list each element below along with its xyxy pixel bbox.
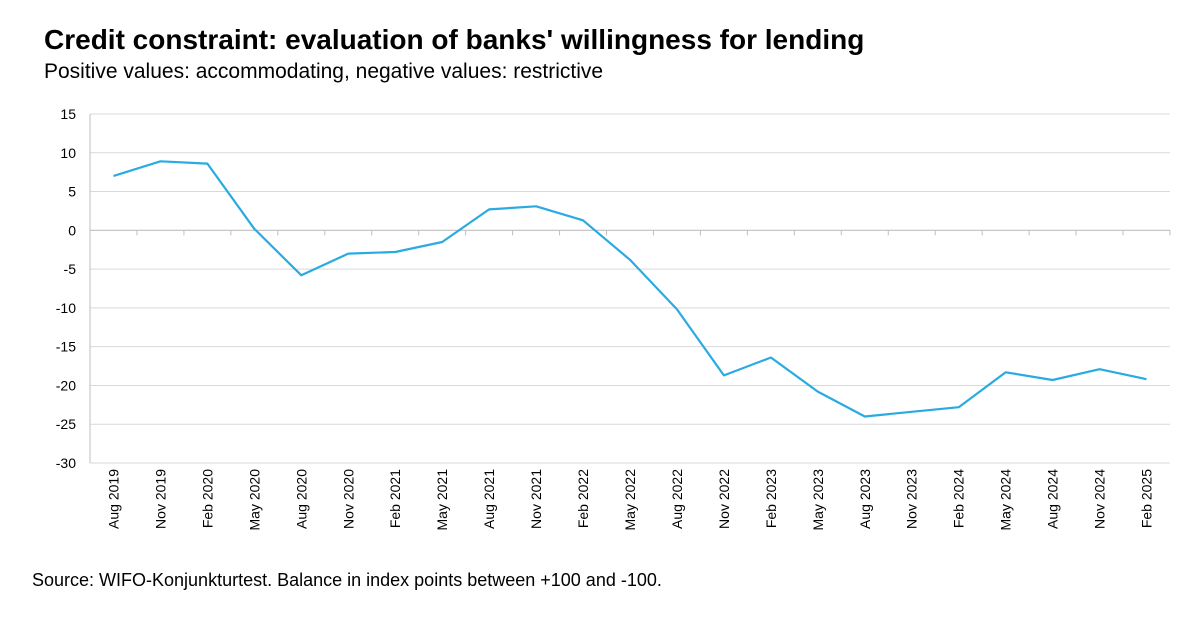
- y-tick-label: -5: [64, 261, 77, 277]
- grid-layer: [89, 113, 1171, 464]
- y-axis: 15 10 5 0 -5 -10 -15 -20 -25 -30: [56, 106, 76, 471]
- x-tick-label: Nov 2024: [1092, 469, 1108, 529]
- x-tick-label: Aug 2023: [857, 469, 873, 529]
- x-tick-label: May 2023: [810, 469, 826, 531]
- chart-subtitle: Positive values: accommodating, negative…: [44, 60, 604, 83]
- source-note: Source: WIFO-Konjunkturtest. Balance in …: [32, 570, 662, 590]
- x-tick-label: May 2024: [998, 469, 1014, 531]
- series-layer: [113, 160, 1147, 418]
- x-tick-label: Aug 2019: [105, 469, 121, 529]
- y-tick-label: 0: [68, 222, 76, 238]
- x-tick-label: Feb 2021: [387, 469, 403, 528]
- x-tick-label: Nov 2021: [528, 469, 544, 529]
- x-tick-label: Nov 2023: [904, 469, 920, 529]
- x-tick-label: Feb 2023: [763, 469, 779, 528]
- x-tick-label: May 2021: [434, 469, 450, 531]
- y-tick-label: 15: [60, 106, 76, 122]
- x-tick-label: May 2022: [622, 469, 638, 531]
- x-tick-label: Aug 2022: [669, 469, 685, 529]
- x-tick-label: Nov 2020: [340, 469, 356, 529]
- y-tick-label: 5: [68, 184, 76, 200]
- x-tick-label: Feb 2024: [951, 469, 967, 528]
- x-tick-label: Aug 2020: [293, 469, 309, 529]
- x-tick-label: Feb 2022: [575, 469, 591, 528]
- y-tick-label: 10: [60, 145, 76, 161]
- y-tick-label: -15: [56, 339, 76, 355]
- series-line: [113, 160, 1147, 418]
- x-tick-label: May 2020: [246, 469, 262, 531]
- x-tick-label: Nov 2022: [716, 469, 732, 529]
- x-tick-label: Nov 2019: [152, 469, 168, 529]
- x-tick-label: Aug 2024: [1045, 469, 1061, 529]
- y-tick-label: -20: [56, 377, 76, 393]
- x-tick-label: Aug 2021: [481, 469, 497, 529]
- x-axis: Aug 2019 Nov 2019 Feb 2020 May 2020 Aug 2020…: [105, 469, 1154, 531]
- x-tick-label: Feb 2025: [1139, 469, 1155, 528]
- chart-title: Credit constraint: evaluation of banks' …: [44, 24, 865, 55]
- x-tick-label: Feb 2020: [199, 469, 215, 528]
- y-tick-label: -10: [56, 300, 76, 316]
- y-tick-label: -30: [56, 455, 76, 471]
- y-tick-label: -25: [56, 416, 76, 432]
